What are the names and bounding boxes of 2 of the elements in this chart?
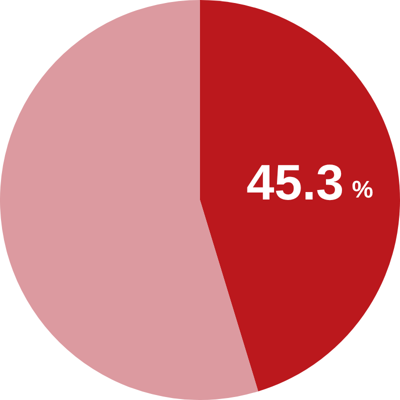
pie-slice: [200, 0, 400, 392]
data-label: 45.3 %: [246, 154, 374, 211]
